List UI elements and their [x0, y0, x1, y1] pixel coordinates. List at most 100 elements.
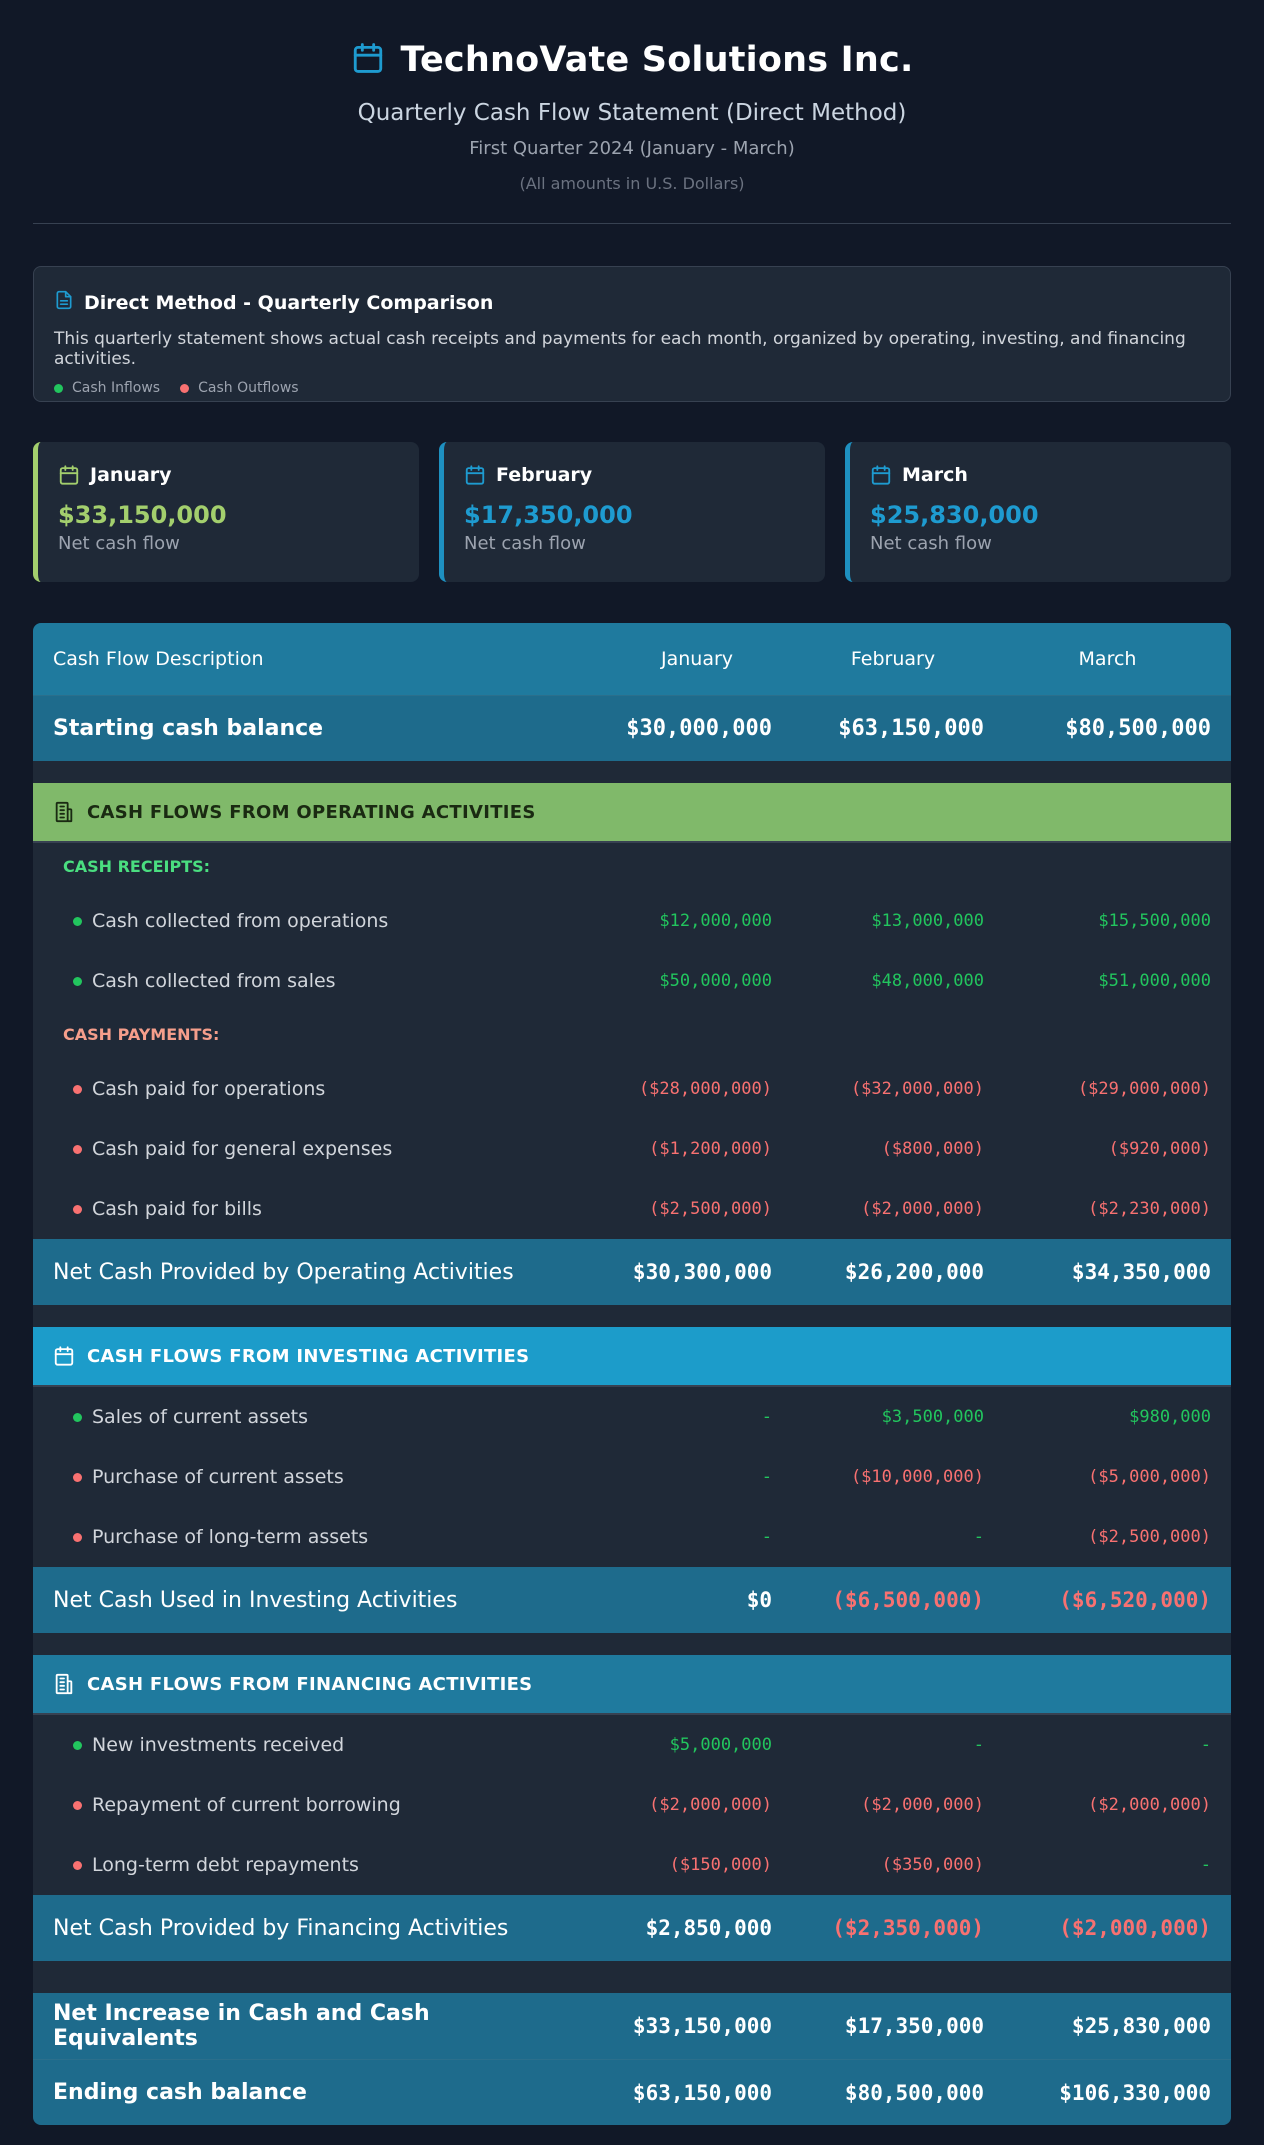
row-value: $51,000,000: [1098, 971, 1211, 991]
row-value: ($1,200,000): [649, 1139, 772, 1159]
row-value: $48,000,000: [871, 971, 984, 991]
outflow-dot-icon: [73, 1084, 82, 1094]
info-title-row: Direct Method - Quarterly Comparison: [54, 289, 1210, 316]
month-cards: January $33,150,000 Net cash flow Februa…: [33, 442, 1231, 582]
card-caption: Net cash flow: [464, 533, 586, 554]
report-title-row: TechnoVate Solutions Inc.: [33, 34, 1231, 86]
card-month: March: [902, 464, 968, 486]
row-value: ($2,000,000): [861, 1199, 984, 1219]
table-row: Cash collected from operations $12,000,0…: [33, 891, 1231, 951]
row-value: $63,150,000: [838, 716, 984, 741]
row-label-wrap: Cash paid for bills: [53, 1198, 582, 1220]
section-title: CASH FLOWS FROM FINANCING ACTIVITIES: [87, 1673, 533, 1695]
outflow-dot-icon: [73, 1800, 82, 1810]
row-value: $980,000: [1129, 1407, 1211, 1427]
info-description: This quarterly statement shows actual ca…: [54, 329, 1186, 369]
card-caption: Net cash flow: [58, 533, 180, 554]
row-value: ($6,520,000): [1059, 1588, 1211, 1612]
inflow-dot-icon: [73, 976, 82, 986]
starting-balance-row: Starting cash balance $30,000,000 $63,15…: [33, 695, 1231, 761]
row-label: Repayment of current borrowing: [92, 1794, 401, 1816]
cash-flow-table: Cash Flow Description January February M…: [33, 623, 1231, 2125]
card-value: $17,350,000: [464, 501, 633, 529]
calendar-icon: [59, 465, 79, 485]
row-label-wrap: Cash collected from sales: [53, 970, 582, 992]
statement-title: Quarterly Cash Flow Statement (Direct Me…: [357, 100, 907, 126]
building-icon: [55, 1673, 73, 1695]
row-value: ($29,000,000): [1077, 1079, 1211, 1099]
row-label-wrap: Repayment of current borrowing: [53, 1794, 582, 1816]
cash-receipts-label: CASH RECEIPTS:: [63, 857, 211, 876]
row-value: ($920,000): [1108, 1139, 1211, 1159]
row-label: New investments received: [92, 1734, 345, 1756]
card-head: January: [58, 464, 399, 486]
column-header: March: [1078, 648, 1137, 670]
row-label: Starting cash balance: [53, 716, 324, 741]
method-info-box: Direct Method - Quarterly Comparison Thi…: [33, 266, 1231, 402]
row-value: $5,000,000: [669, 1735, 772, 1755]
row-value: $34,350,000: [1071, 1260, 1211, 1284]
row-label: Cash paid for general expenses: [92, 1138, 393, 1160]
net-increase-row: Net Increase in Cash and Cash Equivalent…: [33, 1993, 1231, 2059]
section-title-wrap: CASH FLOWS FROM FINANCING ACTIVITIES: [53, 1673, 1211, 1695]
table-row: Sales of current assets - $3,500,000 $98…: [33, 1387, 1231, 1447]
card-month: January: [90, 464, 172, 486]
row-label-wrap: Cash paid for operations: [53, 1078, 582, 1100]
operating-section-header: CASH FLOWS FROM OPERATING ACTIVITIES: [33, 783, 1231, 843]
section-title: CASH FLOWS FROM INVESTING ACTIVITIES: [87, 1345, 530, 1367]
row-value: $3,500,000: [881, 1407, 984, 1427]
row-value: -: [761, 1407, 772, 1427]
row-label: Cash paid for operations: [92, 1078, 326, 1100]
section-title: CASH FLOWS FROM OPERATING ACTIVITIES: [87, 801, 536, 823]
row-value: $33,150,000: [632, 2014, 772, 2038]
row-value: -: [761, 1527, 772, 1547]
calendar-icon: [871, 465, 891, 485]
row-value: ($2,350,000): [832, 1916, 984, 1940]
row-value: $0: [746, 1588, 772, 1612]
calendar-icon: [351, 41, 385, 79]
company-name: TechnoVate Solutions Inc.: [400, 40, 914, 80]
row-label: Net Cash Provided by Operating Activitie…: [53, 1259, 514, 1285]
month-card-march: March $25,830,000 Net cash flow: [845, 442, 1231, 582]
row-value: $80,500,000: [1065, 716, 1211, 741]
row-value: -: [761, 1467, 772, 1487]
table-row: Cash collected from sales $50,000,000 $4…: [33, 951, 1231, 1011]
header-divider: [33, 223, 1231, 224]
table-header: Cash Flow Description January February M…: [33, 623, 1231, 695]
row-label-wrap: Cash collected from operations: [53, 910, 582, 932]
row-label: Sales of current assets: [92, 1406, 309, 1428]
legend-inflows: Cash Inflows: [54, 380, 160, 396]
row-value: ($6,500,000): [832, 1588, 984, 1612]
financing-section-header: CASH FLOWS FROM FINANCING ACTIVITIES: [33, 1655, 1231, 1715]
card-caption: Net cash flow: [870, 533, 992, 554]
row-value: ($350,000): [881, 1855, 984, 1875]
row-label: Net Cash Used in Investing Activities: [53, 1587, 458, 1613]
table-row: Cash paid for operations ($28,000,000) (…: [33, 1059, 1231, 1119]
period-label: First Quarter 2024 (January - March): [469, 138, 795, 159]
row-value: $26,200,000: [844, 1260, 984, 1284]
legend-outflows: Cash Outflows: [180, 380, 299, 396]
cash-payments-label: CASH PAYMENTS:: [63, 1025, 220, 1044]
row-value: $106,330,000: [1059, 2080, 1211, 2105]
inflow-dot-icon: [73, 1740, 82, 1750]
section-title-wrap: CASH FLOWS FROM INVESTING ACTIVITIES: [53, 1345, 1211, 1367]
card-value: $33,150,000: [58, 501, 227, 529]
row-value: $30,300,000: [632, 1260, 772, 1284]
row-value: -: [973, 1735, 984, 1755]
spacer: [33, 1305, 1231, 1327]
row-value: ($2,000,000): [861, 1795, 984, 1815]
table-row: Purchase of long-term assets - - ($2,500…: [33, 1507, 1231, 1567]
row-value: $17,350,000: [844, 2014, 984, 2038]
outflow-dot-icon: [73, 1532, 82, 1542]
row-value: ($28,000,000): [638, 1079, 772, 1099]
financing-total-row: Net Cash Provided by Financing Activitie…: [33, 1895, 1231, 1961]
table-row: Cash paid for bills ($2,500,000) ($2,000…: [33, 1179, 1231, 1239]
row-label-wrap: Purchase of long-term assets: [53, 1526, 582, 1548]
row-label: Ending cash balance: [53, 2080, 307, 2105]
row-label-wrap: Long-term debt repayments: [53, 1854, 582, 1876]
row-value: ($800,000): [881, 1139, 984, 1159]
investing-total-row: Net Cash Used in Investing Activities $0…: [33, 1567, 1231, 1633]
row-label: Cash paid for bills: [92, 1198, 262, 1220]
table-row: New investments received $5,000,000 - -: [33, 1715, 1231, 1775]
